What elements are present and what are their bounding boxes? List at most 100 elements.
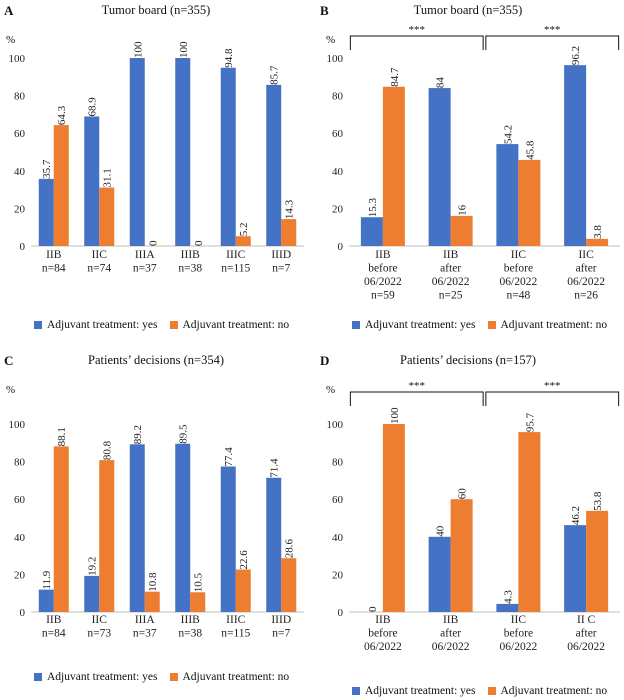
x-tick-label: after bbox=[440, 263, 461, 275]
y-tick-label: 0 bbox=[338, 607, 344, 619]
x-tick-label: IIIB bbox=[181, 614, 200, 626]
x-tick-label: 06/2022 bbox=[500, 641, 538, 653]
data-label: 88.1 bbox=[56, 427, 68, 446]
significance-bracket bbox=[349, 391, 484, 406]
data-label: 89.5 bbox=[178, 424, 190, 444]
x-tick-label: n=38 bbox=[178, 263, 202, 275]
data-label: 10.5 bbox=[193, 573, 205, 593]
data-label: 100 bbox=[178, 41, 190, 58]
data-label: 3.8 bbox=[592, 225, 604, 239]
data-label: 84 bbox=[435, 77, 447, 89]
x-tick-label: n=59 bbox=[371, 290, 395, 302]
x-tick-label: n=115 bbox=[221, 263, 250, 275]
data-label: 64.3 bbox=[56, 105, 68, 125]
x-tick-label: 06/2022 bbox=[432, 276, 470, 288]
data-label: 28.6 bbox=[284, 538, 296, 558]
x-tick-label: n=26 bbox=[574, 655, 598, 656]
bar-adjuvant-no bbox=[281, 219, 297, 246]
x-tick-label: n=84 bbox=[42, 628, 66, 640]
data-label: 14.3 bbox=[284, 199, 296, 219]
y-tick-label: 20 bbox=[332, 569, 344, 581]
x-tick-label: n=115 bbox=[221, 628, 250, 640]
data-label: 15.3 bbox=[367, 197, 379, 217]
data-label: 68.9 bbox=[87, 97, 99, 117]
bar-adjuvant-no bbox=[144, 591, 160, 612]
y-tick-label: 80 bbox=[332, 91, 344, 103]
data-label: 16 bbox=[457, 204, 469, 216]
bar-adjuvant-no bbox=[586, 510, 609, 612]
significance-label: *** bbox=[409, 24, 426, 36]
bar-adjuvant-no bbox=[382, 424, 405, 612]
x-tick-label: IIIA bbox=[135, 614, 155, 626]
x-tick-label: 06/2022 bbox=[432, 641, 470, 653]
bar-adjuvant-no bbox=[281, 558, 297, 612]
bar-adjuvant-no bbox=[53, 125, 69, 246]
x-tick-label: after bbox=[440, 628, 461, 640]
x-tick-label: IIB bbox=[375, 249, 391, 261]
x-tick-label: IIB bbox=[443, 614, 459, 626]
legend-swatch-no bbox=[487, 687, 496, 695]
bar-adjuvant-no bbox=[518, 432, 541, 612]
x-tick-label: IIB bbox=[46, 249, 62, 261]
bar-adjuvant-no bbox=[99, 187, 115, 246]
y-tick-label: 100 bbox=[9, 53, 26, 65]
x-tick-label: n=74 bbox=[87, 263, 111, 275]
data-label: 95.7 bbox=[524, 412, 536, 432]
data-label: 11.9 bbox=[41, 570, 53, 589]
y-tick-label: 40 bbox=[14, 166, 26, 178]
data-label: 10.8 bbox=[147, 572, 159, 592]
y-tick-label: 20 bbox=[14, 203, 26, 215]
x-tick-label: IIC bbox=[92, 614, 108, 626]
legend-swatch-no bbox=[169, 321, 178, 329]
x-tick-label: IIID bbox=[271, 614, 291, 626]
bar-chart: 0 20 40 60 80 100 11.9 88.1 IIB n=84 19.2 80.8 IIC n=… bbox=[9, 419, 304, 640]
data-label: 85.7 bbox=[269, 65, 281, 85]
data-label: 94.8 bbox=[223, 48, 235, 68]
data-label: 45.8 bbox=[524, 140, 536, 160]
y-tick-label: 60 bbox=[332, 128, 344, 140]
data-label: 19.2 bbox=[87, 557, 99, 576]
data-label: 46.2 bbox=[570, 506, 582, 525]
panel-title: Tumor board (n=355) bbox=[101, 3, 211, 17]
x-tick-label: IIIC bbox=[226, 249, 245, 261]
chart-legend: Adjuvant treatment: yes Adjuvant treatme… bbox=[352, 319, 607, 331]
bar-chart: 02040608010015.384.7IIBbefore06/2022n=59… bbox=[327, 24, 620, 302]
x-tick-label: n=25 bbox=[439, 655, 463, 656]
legend-swatch-yes bbox=[34, 673, 42, 681]
significance-label: *** bbox=[544, 380, 561, 392]
bar-adjuvant-yes bbox=[428, 536, 451, 612]
x-tick-label: IIC bbox=[92, 249, 108, 261]
significance-bracket bbox=[485, 35, 620, 50]
data-label: 89.2 bbox=[132, 425, 144, 444]
y-unit-label: % bbox=[6, 384, 16, 396]
bar-adjuvant-yes bbox=[360, 217, 383, 246]
x-tick-label: 06/2022 bbox=[567, 641, 605, 653]
legend-label-yes: Adjuvant treatment: yes bbox=[365, 319, 476, 331]
x-tick-label: n=59 bbox=[371, 655, 395, 656]
legend-label-no: Adjuvant treatment: no bbox=[500, 319, 608, 331]
x-tick-label: before bbox=[504, 628, 533, 640]
legend-swatch-no bbox=[169, 673, 178, 681]
bar-adjuvant-no bbox=[53, 446, 69, 612]
bar-adjuvant-no bbox=[190, 592, 206, 612]
significance-bracket bbox=[485, 391, 620, 406]
y-unit-label: % bbox=[6, 34, 16, 46]
y-tick-label: 80 bbox=[332, 457, 344, 469]
bar-adjuvant-no bbox=[518, 159, 541, 246]
x-tick-label: before bbox=[368, 628, 397, 640]
x-tick-label: n=38 bbox=[178, 628, 202, 640]
y-tick-label: 80 bbox=[14, 91, 26, 103]
y-tick-label: 100 bbox=[9, 419, 26, 431]
panel-c: C Patients’ decisions (n=354) % 0 20 40 60 8… bbox=[0, 350, 312, 700]
bar-chart: 0204060801000100IIBbefore06/2022n=594060… bbox=[327, 380, 620, 656]
x-tick-label: n=37 bbox=[133, 263, 157, 275]
x-tick-label: IIB bbox=[46, 614, 62, 626]
x-tick-label: IIB bbox=[443, 249, 459, 261]
legend-label-yes: Adjuvant treatment: yes bbox=[47, 671, 158, 683]
x-tick-label: n=37 bbox=[133, 628, 157, 640]
x-tick-label: 06/2022 bbox=[364, 276, 402, 288]
x-tick-label: before bbox=[504, 263, 533, 275]
bar-adjuvant-yes bbox=[84, 116, 100, 246]
bar-adjuvant-yes bbox=[38, 178, 54, 246]
legend-label-yes: Adjuvant treatment: yes bbox=[47, 319, 158, 331]
